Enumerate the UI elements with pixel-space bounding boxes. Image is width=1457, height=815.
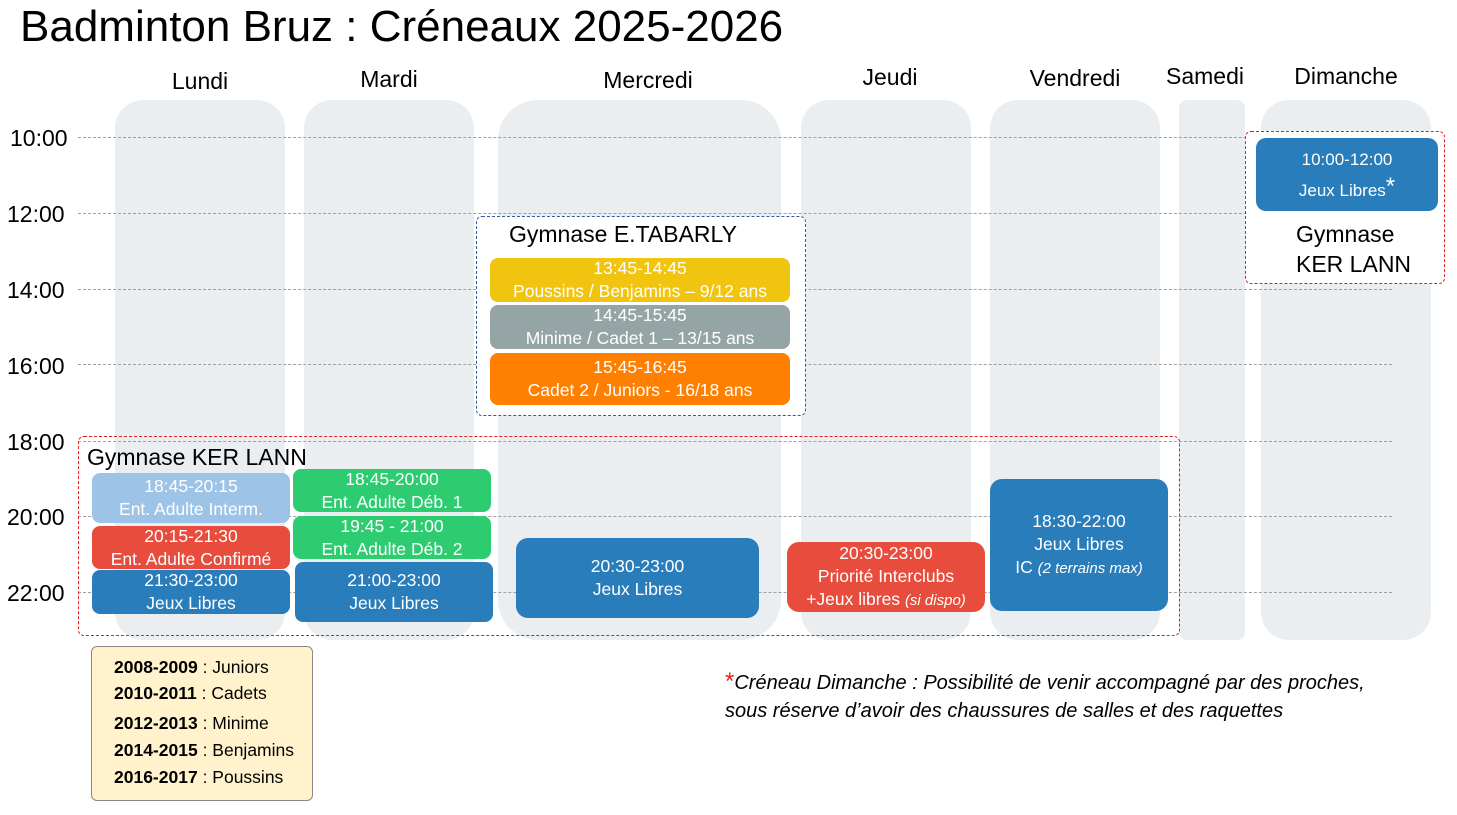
slot-time: 18:45-20:15 bbox=[144, 476, 238, 496]
slot-jeudi-interclubs[interactable]: 20:30-23:00 Priorité Interclubs +Jeux libr… bbox=[787, 542, 985, 612]
slot-label: Poussins / Benjamins – 9/12 ans bbox=[513, 281, 767, 301]
slot-lundi-interm[interactable]: 18:45-20:15 Ent. Adulte Interm. bbox=[92, 473, 290, 523]
legend-years: 2012-2013 bbox=[114, 713, 198, 733]
slot-vendredi-jeux-libres[interactable]: 18:30-22:00 Jeux Libres IC (2 terrains max… bbox=[990, 479, 1168, 611]
slot-time: 20:15-21:30 bbox=[144, 525, 238, 546]
legend-category: : Benjamins bbox=[197, 740, 294, 760]
slot-label: Jeux Libres bbox=[349, 593, 439, 613]
legend-years: 2010-2011 bbox=[114, 683, 197, 703]
day-mercredi: Mercredi bbox=[603, 67, 693, 93]
slot-label: Jeux Libres bbox=[1034, 534, 1124, 554]
slot-time: 20:30-23:00 bbox=[590, 556, 685, 576]
slot-label: Cadet 2 / Juniors - 16/18 ans bbox=[527, 380, 753, 400]
legend-years: 2016-2017 bbox=[114, 767, 198, 787]
page-title: Badminton Bruz : Créneaux 2025-2026 bbox=[20, 2, 784, 51]
slot-label: Ent. Adulte Interm. bbox=[119, 499, 263, 519]
time-label: 12:00 bbox=[7, 201, 65, 227]
slot-label2: +Jeux libres bbox=[806, 589, 901, 609]
day-dimanche: Dimanche bbox=[1294, 63, 1398, 89]
slot-label: Ent. Adulte Confirmé bbox=[110, 548, 272, 569]
slot-time: 21:30-23:00 bbox=[144, 570, 238, 590]
legend-category: : Minime bbox=[197, 713, 269, 733]
slot-label2: IC bbox=[1015, 557, 1033, 577]
slot-time: 18:45-20:00 bbox=[345, 468, 439, 489]
gymnase-kerlann-sunday-line2: KER LANN bbox=[1296, 251, 1412, 277]
slot-mercredi-cadet[interactable]: 15:45-16:45 Cadet 2 / Juniors - 16/18 ans bbox=[490, 353, 790, 405]
note-line2: sous réserve d’avoir des chaussures de s… bbox=[725, 700, 1284, 722]
slot-mercredi-poussins[interactable]: 13:45-14:45 Poussins / Benjamins – 9/12 a… bbox=[490, 258, 790, 302]
slot-mardi-deb1[interactable]: 18:45-20:00 Ent. Adulte Déb. 1 bbox=[293, 469, 491, 512]
gymnase-kerlann-sunday-line1: Gymnase bbox=[1296, 221, 1395, 247]
gymnase-kerlann-box bbox=[78, 436, 1180, 636]
time-label: 10:00 bbox=[10, 125, 68, 151]
slot-note: (2 terrains max) bbox=[1037, 560, 1143, 577]
slot-mercredi-minime[interactable]: 14:45-15:45 Minime / Cadet 1 – 13/15 ans bbox=[490, 305, 790, 349]
day-jeudi: Jeudi bbox=[862, 64, 918, 90]
gridline bbox=[78, 441, 1392, 442]
slot-mercredi-jeux-libres[interactable]: 20:30-23:00 Jeux Libres bbox=[516, 538, 759, 618]
column-samedi bbox=[1179, 100, 1245, 640]
slot-time: 14:45-15:45 bbox=[593, 305, 687, 325]
slot-label: Jeux Libres bbox=[146, 593, 236, 613]
slot-mardi-deb2[interactable]: 19:45 - 21:00 Ent. Adulte Déb. 2 bbox=[293, 516, 491, 559]
slot-time: 19:45 - 21:00 bbox=[340, 515, 444, 536]
slot-label: Jeux Libres bbox=[1298, 180, 1386, 200]
gridline bbox=[78, 213, 1392, 214]
gridline bbox=[78, 137, 1392, 138]
slot-label: Priorité Interclubs bbox=[817, 566, 955, 586]
time-label: 18:00 bbox=[7, 429, 65, 455]
slot-mardi-jeux-libres[interactable]: 21:00-23:00 Jeux Libres bbox=[295, 562, 493, 622]
day-samedi: Samedi bbox=[1166, 63, 1244, 89]
legend-category: : Cadets bbox=[196, 683, 267, 703]
day-mardi: Mardi bbox=[360, 66, 418, 92]
note-line1: Créneau Dimanche : Possibilité de venir … bbox=[734, 672, 1365, 694]
legend-category: : Juniors bbox=[197, 657, 269, 677]
slot-dimanche-jeux-libres[interactable]: 10:00-12:00 Jeux Libres* bbox=[1256, 138, 1438, 211]
slot-time: 15:45-16:45 bbox=[593, 357, 687, 377]
time-label: 20:00 bbox=[7, 504, 65, 530]
legend-category: : Poussins bbox=[197, 767, 284, 787]
slot-note: (si dispo) bbox=[904, 592, 966, 609]
slot-label: Jeux Libres bbox=[592, 579, 683, 599]
time-label: 22:00 bbox=[7, 580, 65, 606]
gymnase-kerlann-label: Gymnase KER LANN bbox=[87, 444, 307, 470]
gymnase-tabarly-label: Gymnase E.TABARLY bbox=[509, 221, 737, 247]
slot-time: 20:30-23:00 bbox=[839, 543, 933, 563]
slot-label: Ent. Adulte Déb. 2 bbox=[321, 538, 463, 559]
star-marker: * bbox=[1385, 172, 1396, 200]
slot-time: 18:30-22:00 bbox=[1032, 511, 1126, 531]
slot-time: 13:45-14:45 bbox=[593, 258, 687, 278]
legend-years: 2014-2015 bbox=[114, 740, 198, 760]
slot-label: Ent. Adulte Déb. 1 bbox=[321, 491, 463, 512]
time-label: 16:00 bbox=[7, 353, 65, 379]
slot-lundi-jeux-libres[interactable]: 21:30-23:00 Jeux Libres bbox=[92, 570, 290, 614]
age-legend: 2008-2009 : Juniors 2010-2011 : Cadets 2… bbox=[91, 646, 313, 801]
slot-label: Minime / Cadet 1 – 13/15 ans bbox=[525, 328, 755, 348]
slot-time: 21:00-23:00 bbox=[347, 570, 441, 590]
slot-lundi-confirme[interactable]: 20:15-21:30 Ent. Adulte Confirmé bbox=[92, 526, 290, 569]
sunday-note: *Créneau Dimanche : Possibilité de venir… bbox=[725, 668, 1365, 725]
day-lundi: Lundi bbox=[171, 68, 229, 94]
star-marker: * bbox=[725, 668, 735, 695]
legend-years: 2008-2009 bbox=[114, 657, 198, 677]
slot-time: 10:00-12:00 bbox=[1301, 149, 1393, 169]
day-vendredi: Vendredi bbox=[1029, 65, 1121, 91]
time-label: 14:00 bbox=[7, 277, 65, 303]
gridline bbox=[78, 516, 1392, 517]
